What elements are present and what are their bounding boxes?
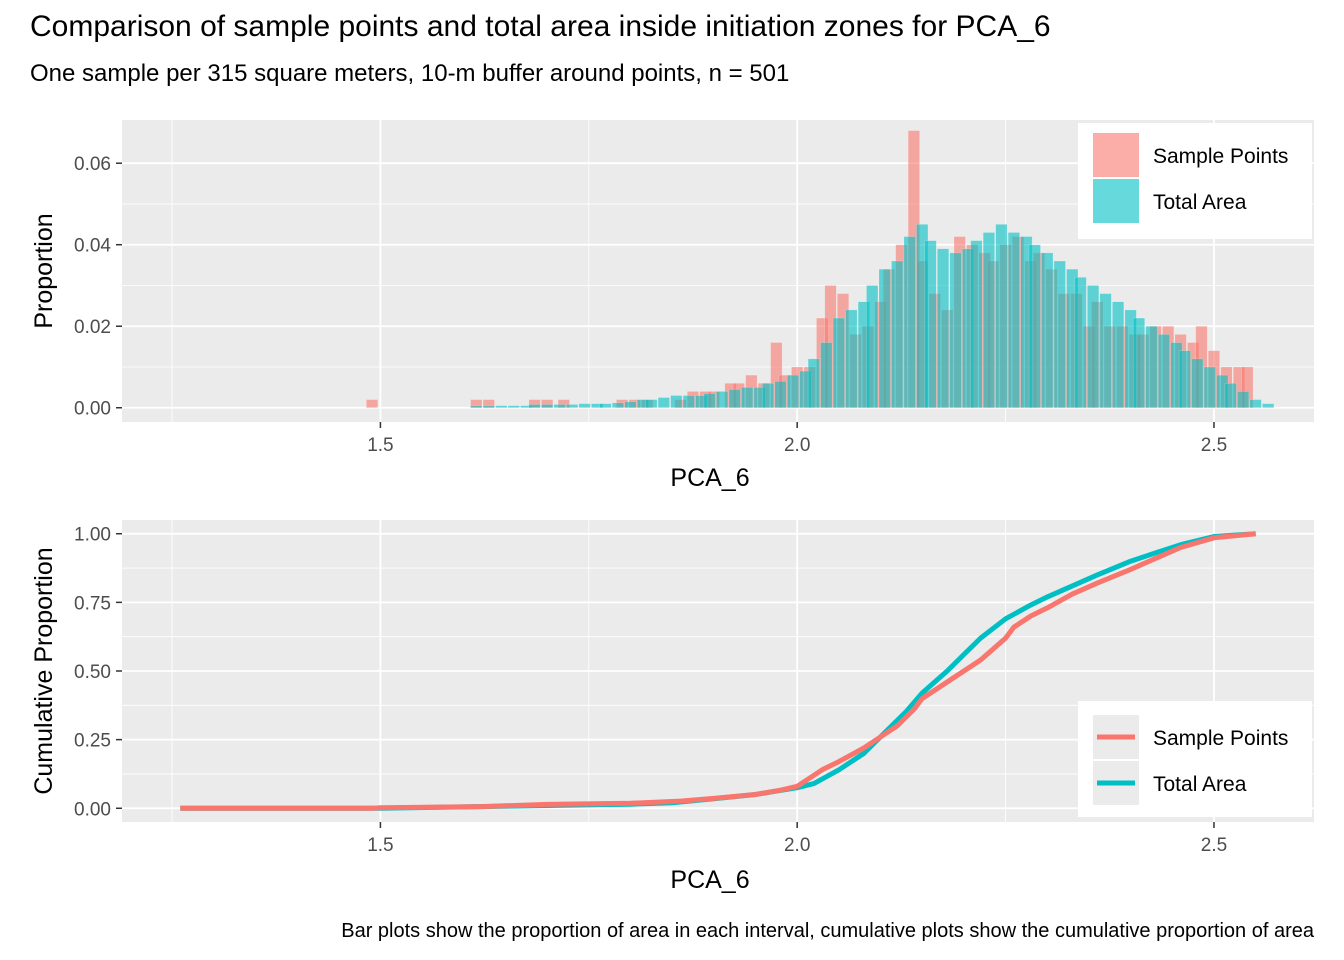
bar	[1145, 325, 1158, 408]
bar	[924, 240, 937, 408]
bar	[645, 399, 658, 408]
bar	[541, 404, 554, 408]
bar	[553, 404, 566, 408]
bar	[1224, 383, 1237, 408]
x-axis-title: PCA_6	[670, 866, 749, 894]
bar	[657, 397, 670, 408]
bar	[728, 389, 741, 408]
bar	[970, 240, 983, 408]
bar	[845, 309, 858, 408]
panel-2: 1.5 2.0 2.5 0.00 0.25 0.50 0.75 1.00 PCA_6 Cumula…	[30, 520, 1314, 894]
y-tick-label: 0.00	[74, 399, 111, 420]
bar	[1074, 277, 1087, 408]
bar	[903, 236, 916, 408]
x-tick-label: 1.5	[367, 835, 393, 856]
legend-key	[1093, 133, 1139, 177]
y-tick-label: 1.00	[74, 525, 111, 546]
bar	[1053, 260, 1066, 408]
y-tick-label: 0.06	[74, 154, 111, 175]
bar	[832, 317, 845, 408]
bar	[470, 399, 483, 408]
bar	[949, 252, 962, 408]
bar	[1112, 301, 1125, 408]
legend-label: Total Area	[1153, 191, 1247, 214]
bar	[507, 405, 520, 408]
legend-label: Total Area	[1153, 773, 1247, 796]
bar	[495, 405, 508, 408]
x-tick-label: 1.5	[367, 435, 393, 456]
line-series-sample-points	[180, 531, 1256, 811]
chart-title: Comparison of sample points and total ar…	[30, 10, 1051, 43]
y-axis-title: Proportion	[30, 213, 58, 328]
bar	[982, 232, 995, 408]
y-tick-label: 0.25	[74, 731, 111, 752]
bar	[611, 402, 624, 408]
bar	[878, 268, 891, 408]
y-tick-label: 0.50	[74, 662, 111, 683]
bar	[741, 387, 754, 408]
legend: Sample Points Total Area	[1078, 123, 1312, 239]
bar	[1249, 399, 1262, 408]
bar	[482, 399, 495, 408]
legend: Sample Points Total Area	[1078, 701, 1312, 817]
bar	[1237, 391, 1250, 408]
bar	[762, 383, 774, 408]
x-tick-label: 2.5	[1201, 435, 1227, 456]
y-tick-label: 0.75	[74, 593, 111, 614]
bar-series-total-area	[470, 224, 1275, 408]
y-tick-label: 0.00	[74, 799, 111, 820]
bar	[774, 380, 787, 408]
bar	[937, 248, 950, 408]
bar	[1157, 334, 1170, 408]
bar	[787, 374, 800, 408]
bar	[1178, 350, 1191, 408]
chart-subtitle: One sample per 315 square meters, 10-m b…	[30, 60, 790, 87]
y-tick-label: 0.04	[74, 236, 111, 257]
bar	[670, 395, 683, 408]
bar	[599, 403, 612, 408]
x-axis-title: PCA_6	[670, 464, 749, 492]
bar	[807, 358, 820, 408]
bar	[1191, 358, 1204, 408]
bar	[866, 285, 879, 408]
bar	[891, 260, 904, 408]
bar	[703, 393, 716, 408]
bar	[1087, 285, 1100, 408]
bar	[995, 224, 1008, 408]
bar	[1203, 366, 1216, 408]
bar	[716, 391, 729, 408]
bar	[566, 404, 579, 408]
y-axis-title: Cumulative Proportion	[30, 547, 58, 794]
bar	[470, 405, 483, 408]
legend-key	[1093, 179, 1139, 223]
bar	[1132, 317, 1145, 408]
bar	[624, 401, 637, 408]
bar	[1262, 403, 1275, 408]
bar	[1041, 252, 1054, 408]
bar	[482, 405, 495, 408]
bar	[578, 403, 591, 408]
panel-1: 1.5 2.0 2.5 0.00 0.02 0.04 0.06 PCA_6 Proportion…	[30, 120, 1314, 492]
bar	[820, 342, 833, 408]
bar	[1007, 232, 1020, 408]
x-tick-label: 2.5	[1201, 835, 1227, 856]
bar	[1099, 293, 1112, 408]
bar	[1028, 244, 1041, 408]
bar	[366, 399, 379, 408]
legend-label: Sample Points	[1153, 145, 1288, 168]
chart-caption: Bar plots show the proportion of area in…	[341, 920, 1314, 942]
y-tick-label: 0.02	[74, 317, 111, 338]
x-tick-label: 2.0	[784, 435, 810, 456]
x-tick-label: 2.0	[784, 835, 810, 856]
bar	[528, 404, 541, 408]
bar	[682, 395, 695, 408]
legend-label: Sample Points	[1153, 727, 1288, 750]
